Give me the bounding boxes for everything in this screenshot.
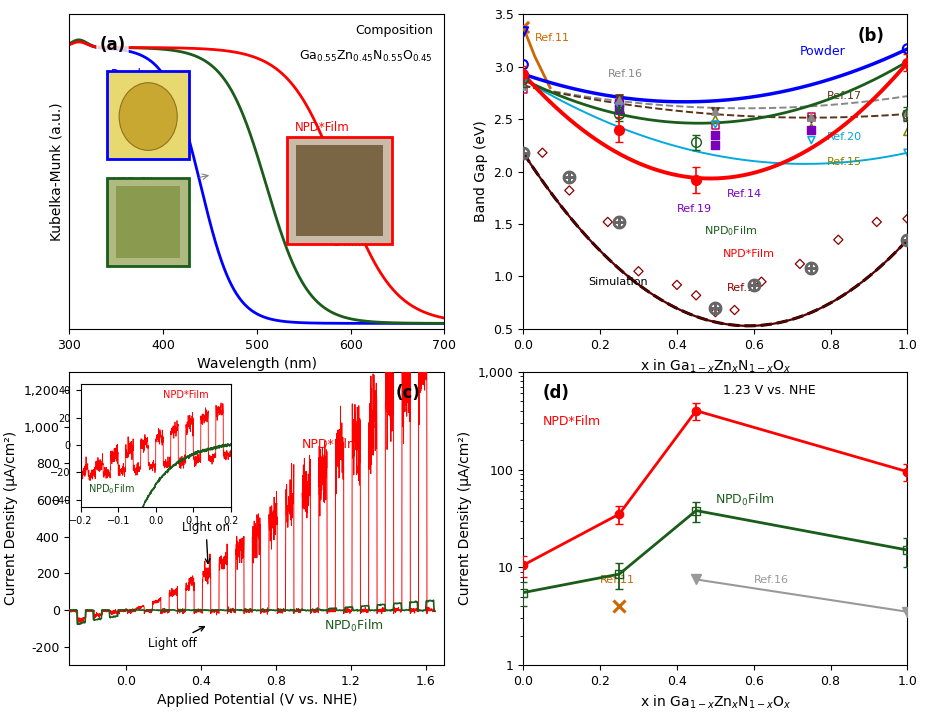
Point [516, 84, 531, 96]
Text: NPD*Film: NPD*Film [302, 438, 360, 451]
Point [669, 279, 684, 290]
Text: NPD$_0$Film: NPD$_0$Film [324, 618, 384, 634]
Point [804, 134, 819, 146]
Y-axis label: Current Density (μA/cm²): Current Density (μA/cm²) [458, 431, 472, 606]
Text: Ref.14: Ref.14 [727, 189, 762, 199]
Point [900, 43, 915, 54]
Text: Ref.11: Ref.11 [600, 575, 635, 585]
Text: Ref.15: Ref.15 [827, 157, 862, 167]
Point [612, 98, 627, 109]
Point [516, 21, 531, 33]
Point [612, 103, 627, 114]
Text: NPD$_0$Film: NPD$_0$Film [704, 225, 757, 238]
Text: (a): (a) [99, 36, 126, 54]
Point [708, 114, 723, 125]
Point [612, 101, 627, 112]
Point [900, 108, 915, 119]
Point [900, 147, 915, 159]
Text: Powder: Powder [800, 45, 845, 58]
Y-axis label: Current Density (μA/cm²): Current Density (μA/cm²) [5, 431, 19, 606]
Point [708, 119, 723, 130]
X-axis label: x in Ga$_{1-x}$Zn$_x$N$_{1-x}$O$_x$: x in Ga$_{1-x}$Zn$_x$N$_{1-x}$O$_x$ [640, 358, 791, 375]
Text: Ref.16: Ref.16 [607, 69, 643, 79]
FancyBboxPatch shape [107, 178, 190, 266]
Point [612, 103, 627, 114]
Text: Composition: Composition [356, 24, 433, 36]
Point [754, 276, 769, 287]
Text: Ref.11: Ref.11 [534, 33, 569, 43]
Point [689, 290, 704, 301]
Point [612, 101, 627, 112]
Point [708, 105, 723, 117]
Text: Ref.16: Ref.16 [754, 575, 789, 585]
Point [516, 77, 531, 88]
FancyBboxPatch shape [117, 186, 180, 258]
Text: Powder: Powder [111, 68, 154, 81]
Point [870, 216, 884, 227]
Y-axis label: Band Gap (eV): Band Gap (eV) [474, 121, 488, 222]
Point [900, 126, 915, 137]
Point [562, 184, 577, 196]
FancyBboxPatch shape [107, 71, 190, 159]
Point [708, 129, 723, 141]
Ellipse shape [119, 83, 177, 150]
Text: Light off: Light off [148, 626, 205, 650]
Point [804, 112, 819, 123]
Point [708, 307, 723, 318]
Point [516, 26, 531, 38]
Point [804, 124, 819, 135]
Point [831, 234, 845, 245]
FancyBboxPatch shape [296, 145, 382, 236]
Text: (d): (d) [543, 383, 569, 402]
Y-axis label: Kubelka-Munk (a.u.): Kubelka-Munk (a.u.) [50, 102, 64, 241]
Text: NPD*Film: NPD*Film [543, 415, 601, 428]
Text: (c): (c) [395, 383, 420, 402]
Text: NPD*Film: NPD*Film [294, 121, 349, 134]
FancyBboxPatch shape [287, 137, 392, 244]
Point [900, 213, 915, 225]
Text: Simulation: Simulation [589, 277, 648, 287]
Point [804, 114, 819, 125]
Point [727, 305, 742, 316]
X-axis label: x in Ga$_{1-x}$Zn$_x$N$_{1-x}$O$_x$: x in Ga$_{1-x}$Zn$_x$N$_{1-x}$O$_x$ [640, 694, 791, 711]
Point [708, 139, 723, 151]
Point [632, 265, 646, 277]
Text: Ref.17: Ref.17 [827, 92, 862, 102]
Point [708, 119, 723, 131]
Text: 5 mm: 5 mm [333, 237, 364, 247]
Point [516, 80, 531, 92]
Point [600, 216, 615, 227]
Text: NPD*Film: NPD*Film [723, 249, 775, 259]
Text: 1.23 V vs. NHE: 1.23 V vs. NHE [723, 383, 816, 397]
Point [793, 258, 807, 270]
Text: Light on: Light on [181, 521, 230, 563]
Text: NPD$_0$Film: NPD$_0$Film [716, 492, 775, 508]
Point [708, 105, 723, 117]
X-axis label: Applied Potential (V vs. NHE): Applied Potential (V vs. NHE) [156, 694, 357, 707]
Point [535, 147, 550, 159]
Point [612, 92, 627, 104]
Point [516, 59, 531, 70]
Text: Ref.13: Ref.13 [727, 283, 762, 293]
Point [804, 122, 819, 133]
Point [612, 94, 627, 106]
Text: (b): (b) [857, 27, 884, 45]
Text: Ref.19: Ref.19 [677, 204, 712, 214]
Text: Ref.20: Ref.20 [827, 132, 862, 142]
Text: Ga$_{0.55}$Zn$_{0.45}$N$_{0.55}$O$_{0.45}$: Ga$_{0.55}$Zn$_{0.45}$N$_{0.55}$O$_{0.45… [299, 49, 433, 64]
Text: NPD$_0$Film: NPD$_0$Film [111, 174, 164, 189]
Point [900, 106, 915, 117]
X-axis label: Wavelength (nm): Wavelength (nm) [197, 358, 317, 371]
Point [804, 112, 819, 123]
Point [516, 79, 531, 90]
Point [900, 112, 915, 123]
